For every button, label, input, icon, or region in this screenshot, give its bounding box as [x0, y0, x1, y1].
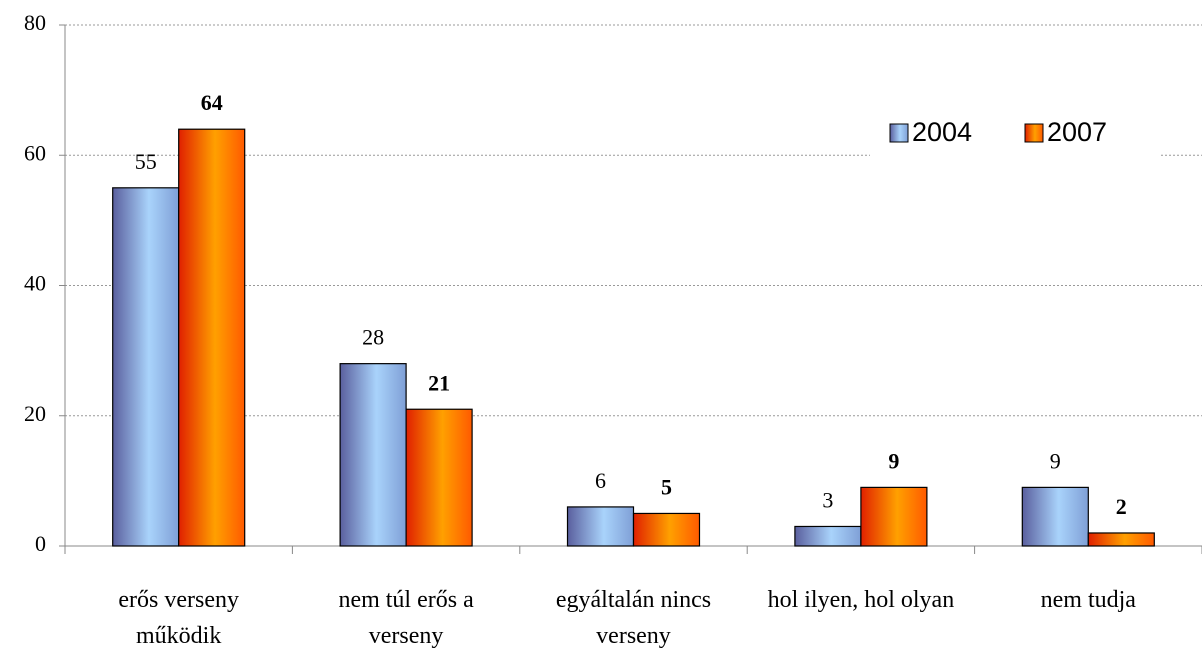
- x-tick-label: erős verseny működik: [118, 587, 239, 649]
- data-label: 6: [595, 468, 606, 493]
- bar: [339, 363, 407, 547]
- bar: [1087, 532, 1155, 547]
- bar: [566, 506, 635, 547]
- data-label: 9: [1050, 448, 1061, 473]
- bar: [860, 486, 928, 547]
- y-tick-label: 40: [24, 271, 46, 296]
- bar: [405, 408, 473, 547]
- bar: [112, 187, 180, 547]
- legend-swatch: [1024, 123, 1044, 143]
- y-tick-label: 80: [24, 10, 46, 35]
- data-label: 9: [888, 448, 899, 473]
- legend-swatch: [889, 123, 909, 143]
- data-label: 5: [661, 474, 672, 499]
- y-tick-label: 20: [24, 401, 46, 426]
- x-tick-label: nem tudja: [1040, 587, 1136, 613]
- legend-label: 2004: [912, 117, 972, 147]
- bar: [178, 128, 246, 547]
- data-label: 64: [201, 90, 223, 115]
- legend-label: 2007: [1047, 117, 1107, 147]
- bar: [1021, 486, 1089, 547]
- data-label: 28: [362, 325, 384, 350]
- bar: [794, 525, 862, 547]
- data-label: 21: [428, 370, 450, 395]
- x-tick-label: hol ilyen, hol olyan: [767, 587, 955, 613]
- y-tick-label: 60: [24, 140, 46, 165]
- legend-box: [870, 110, 1160, 158]
- data-label: 55: [135, 149, 157, 174]
- bar: [632, 512, 701, 547]
- y-tick-label: 0: [35, 531, 46, 556]
- data-label: 2: [1116, 494, 1127, 519]
- data-label: 3: [822, 488, 833, 513]
- x-tick-label: egyáltalán nincs verseny: [555, 587, 712, 649]
- x-tick-label: nem túl erős a verseny: [338, 587, 474, 649]
